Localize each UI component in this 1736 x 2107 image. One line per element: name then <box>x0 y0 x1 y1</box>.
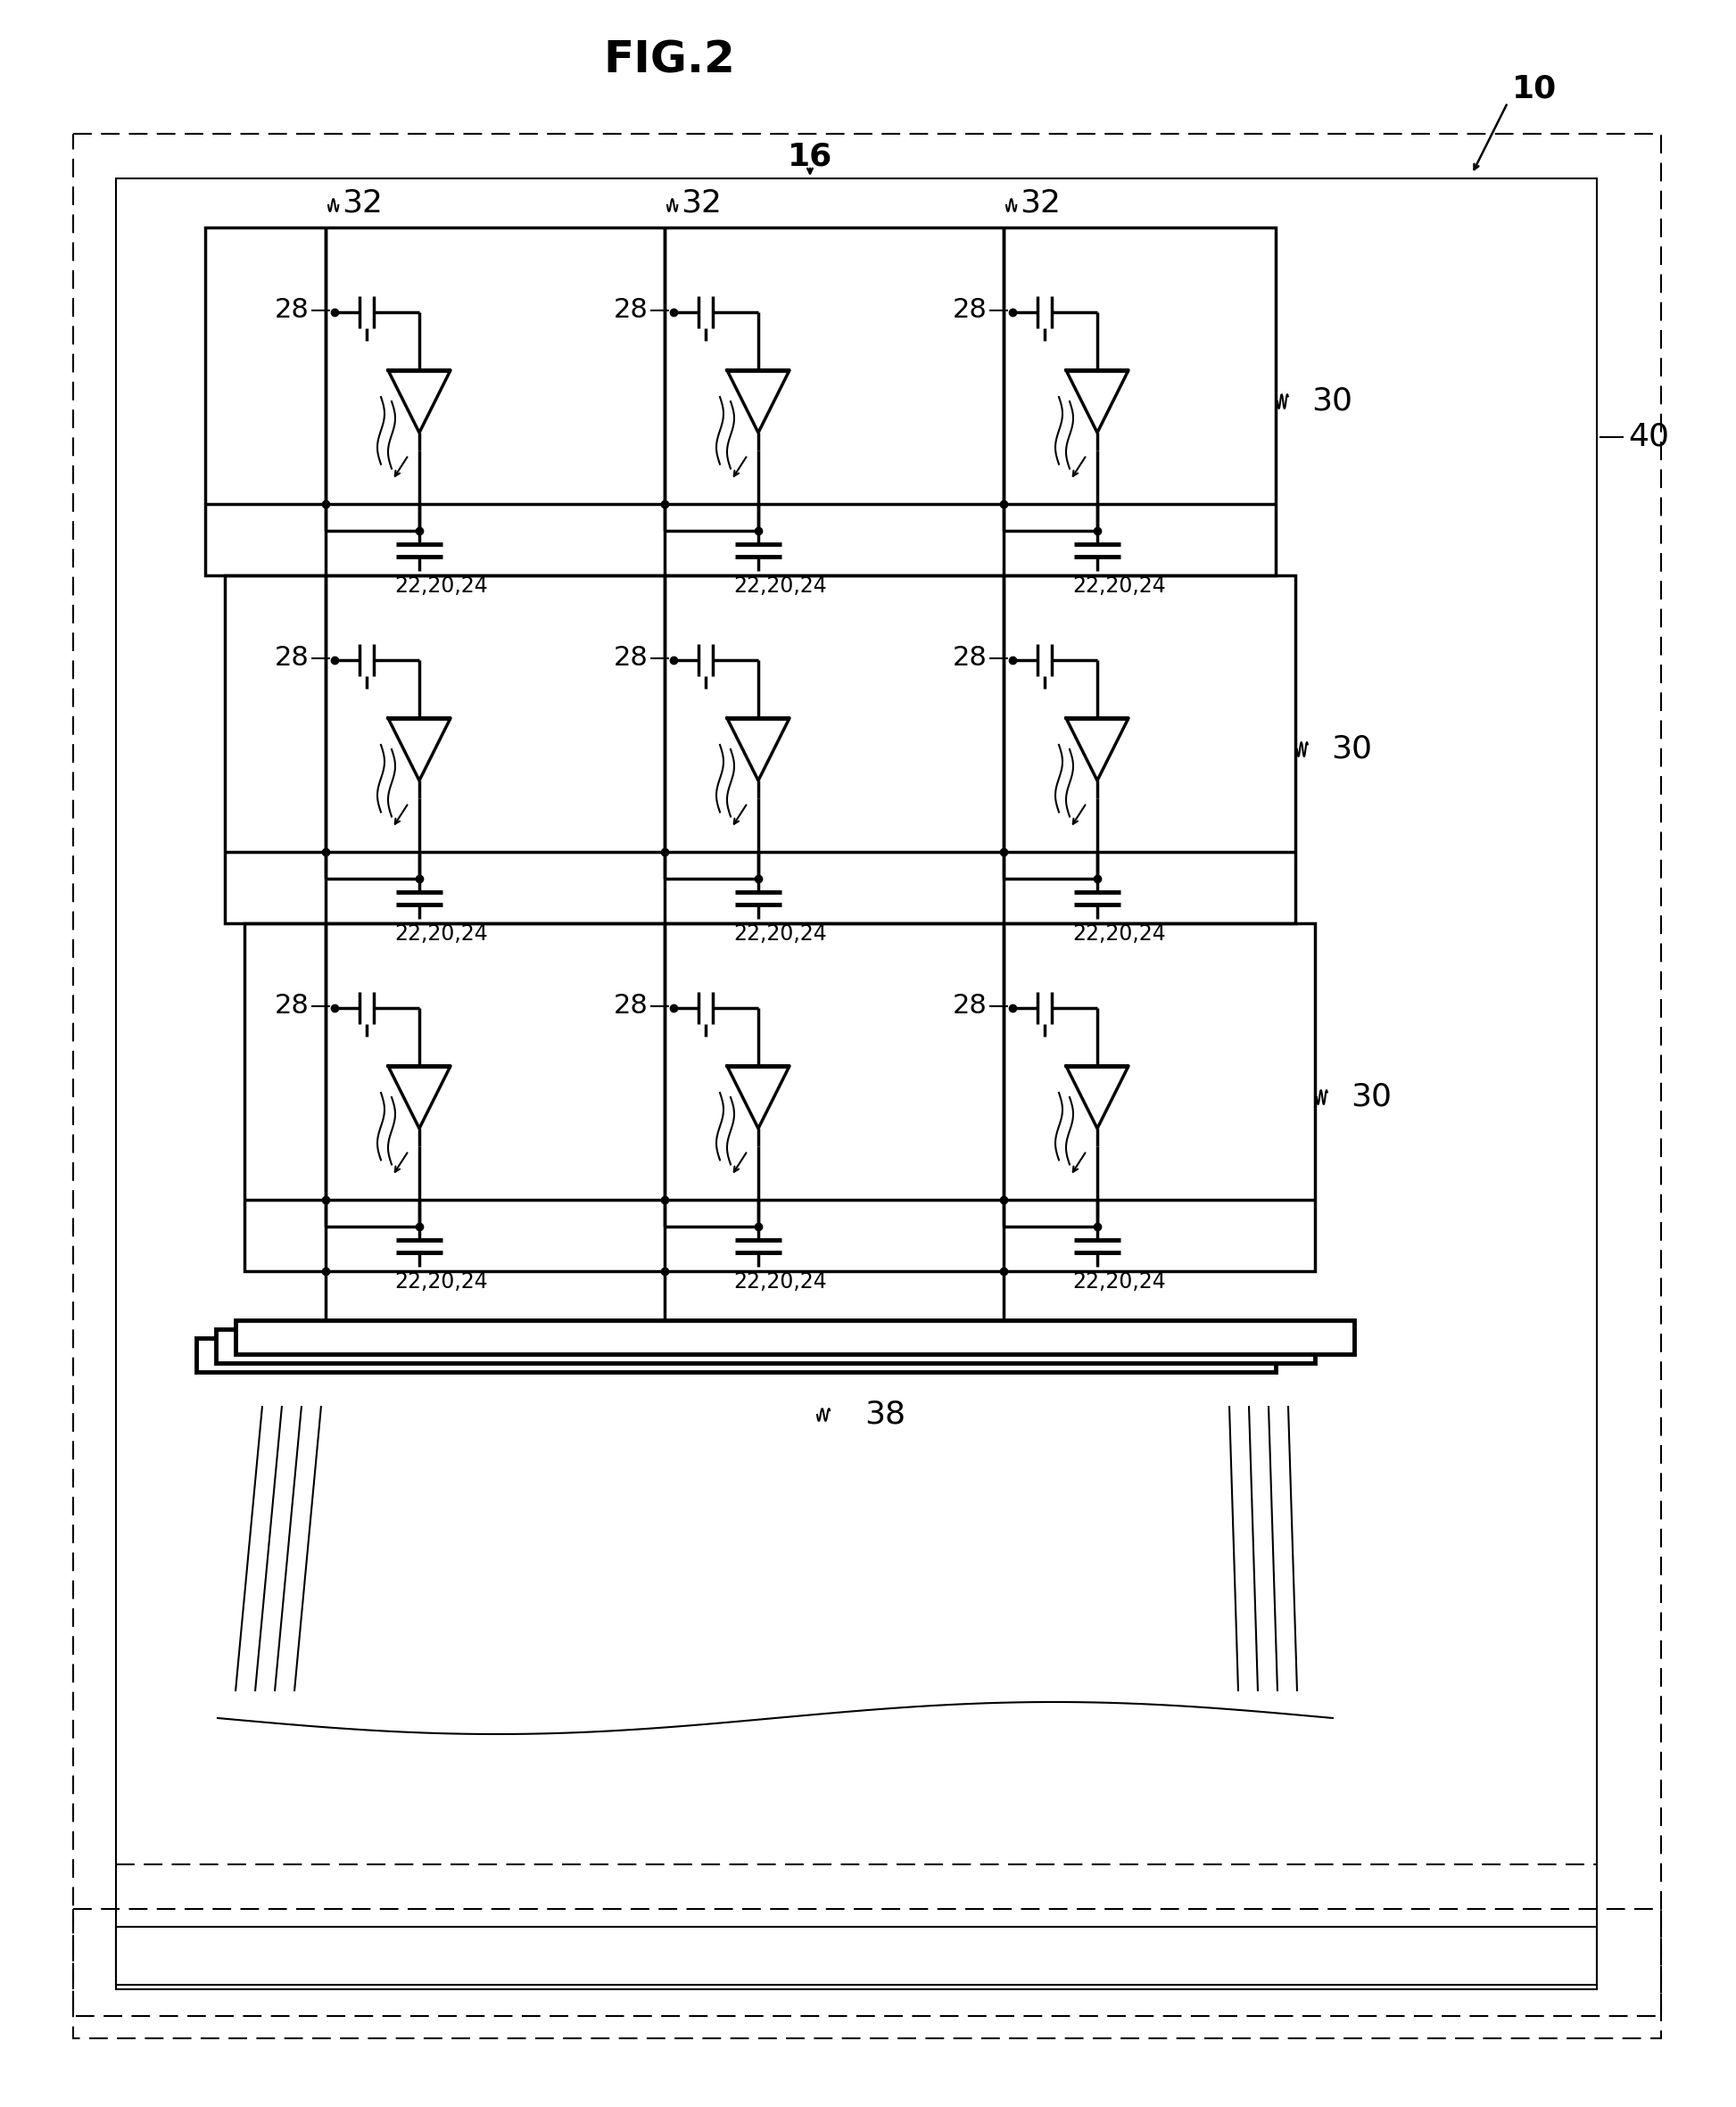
Text: FIG.2: FIG.2 <box>602 40 734 82</box>
Text: 22,20,24: 22,20,24 <box>1073 1271 1167 1292</box>
Text: 28: 28 <box>953 992 988 1020</box>
Text: 32: 32 <box>1019 188 1061 219</box>
Bar <box>215 1330 1314 1363</box>
Text: 28: 28 <box>953 645 988 672</box>
Text: 30: 30 <box>1311 386 1352 417</box>
Text: 10: 10 <box>1512 74 1557 105</box>
Text: 30: 30 <box>1332 733 1371 765</box>
Text: 28: 28 <box>615 992 649 1020</box>
Text: 32: 32 <box>681 188 722 219</box>
Bar <box>245 923 1314 1271</box>
Bar <box>224 575 1295 923</box>
Text: 28: 28 <box>615 297 649 322</box>
Bar <box>116 1926 1597 1985</box>
Text: 22,20,24: 22,20,24 <box>394 923 488 944</box>
Text: 28: 28 <box>274 992 309 1020</box>
Text: 28: 28 <box>615 645 649 672</box>
Bar <box>236 1321 1354 1355</box>
Text: 28: 28 <box>274 297 309 322</box>
Text: 22,20,24: 22,20,24 <box>1073 575 1167 596</box>
Text: 30: 30 <box>1351 1083 1392 1112</box>
Bar <box>205 228 1276 575</box>
Text: 38: 38 <box>865 1399 906 1431</box>
Text: 28: 28 <box>953 297 988 322</box>
Text: 16: 16 <box>788 141 833 171</box>
Text: 22,20,24: 22,20,24 <box>733 1271 826 1292</box>
Bar <box>116 179 1597 1989</box>
Text: 32: 32 <box>342 188 382 219</box>
Text: 40: 40 <box>1628 421 1668 453</box>
Text: 22,20,24: 22,20,24 <box>1073 923 1167 944</box>
Bar <box>196 1338 1276 1372</box>
Text: 22,20,24: 22,20,24 <box>394 575 488 596</box>
Text: 22,20,24: 22,20,24 <box>733 575 826 596</box>
Text: 28: 28 <box>274 645 309 672</box>
Bar <box>73 1909 1661 2016</box>
Text: 22,20,24: 22,20,24 <box>394 1271 488 1292</box>
Text: 22,20,24: 22,20,24 <box>733 923 826 944</box>
